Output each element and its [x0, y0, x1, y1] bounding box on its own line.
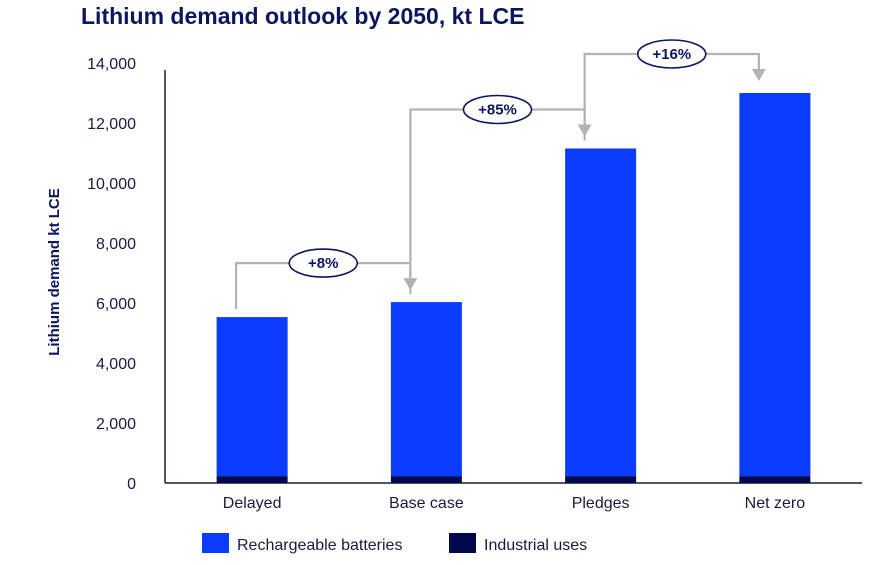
legend-swatch	[449, 533, 476, 553]
change-arrow: +8%	[235, 248, 418, 310]
chart-title: Lithium demand outlook by 2050, kt LCE	[81, 3, 524, 29]
percent-label: +16%	[652, 46, 691, 63]
bar-rechargeable-batteries	[216, 317, 288, 477]
arrow-head	[751, 69, 766, 81]
legend: Rechargeable batteries Industrial uses	[202, 533, 587, 554]
arrow-line	[409, 108, 586, 295]
x-category-label: Delayed	[223, 495, 282, 512]
legend-swatch	[202, 533, 229, 553]
percent-badge	[636, 39, 707, 69]
y-axis-label: Lithium demand kt LCE	[46, 188, 63, 356]
percent-badge	[288, 248, 359, 278]
x-category-label: Net zero	[745, 495, 806, 512]
change-annotations: +8% +85% +16%	[235, 39, 766, 310]
y-tick-label: 2,000	[96, 416, 136, 433]
legend-label: Rechargeable batteries	[237, 537, 402, 554]
x-category-label: Pledges	[572, 495, 630, 512]
bar-stack	[739, 93, 811, 483]
percent-badge	[462, 94, 533, 125]
y-tick-label: 6,000	[96, 296, 136, 313]
y-tick-label: 8,000	[96, 236, 136, 253]
y-tick-label: 0	[127, 476, 136, 493]
bar-industrial-uses	[216, 476, 288, 483]
bars-group	[216, 93, 811, 483]
y-tick-label: 12,000	[87, 116, 136, 133]
bar-stack	[390, 302, 462, 483]
x-axis-categories: Delayed Base case Pledges Net zero	[223, 495, 805, 512]
y-tick-label: 4,000	[96, 356, 136, 373]
bar-stack	[565, 148, 637, 483]
bar-rechargeable-batteries	[739, 93, 811, 477]
y-axis-ticks: 0 2,000 4,000 6,000 8,000 10,000 12,000 14,000	[87, 56, 136, 493]
bar-stack	[216, 317, 288, 483]
bar-rechargeable-batteries	[390, 302, 462, 477]
bar-industrial-uses	[390, 476, 462, 483]
y-tick-label: 14,000	[87, 56, 136, 73]
change-arrow: +16%	[583, 39, 766, 141]
legend-label: Industrial uses	[484, 537, 587, 554]
change-arrow: +85%	[409, 94, 592, 295]
y-tick-label: 10,000	[87, 176, 136, 193]
bar-industrial-uses	[739, 476, 811, 483]
x-category-label: Base case	[389, 495, 464, 512]
bar-rechargeable-batteries	[565, 148, 637, 477]
percent-label: +85%	[478, 102, 517, 119]
percent-label: +8%	[308, 255, 338, 272]
bar-industrial-uses	[565, 476, 637, 483]
